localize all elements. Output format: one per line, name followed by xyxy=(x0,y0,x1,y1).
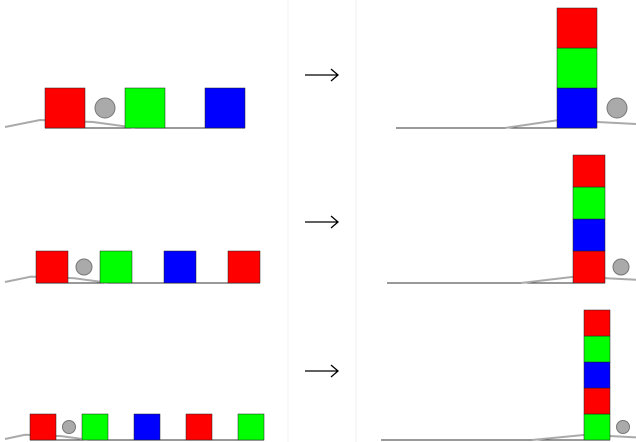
ball xyxy=(94,97,116,119)
ball xyxy=(616,420,630,434)
block xyxy=(583,413,611,441)
block xyxy=(572,186,606,220)
ball xyxy=(606,97,628,119)
arrow xyxy=(305,364,339,378)
block xyxy=(572,218,606,252)
block xyxy=(583,335,611,363)
block xyxy=(556,87,598,129)
block xyxy=(99,250,133,284)
block xyxy=(556,47,598,89)
block xyxy=(35,250,69,284)
block xyxy=(583,387,611,415)
block xyxy=(44,87,86,129)
block xyxy=(204,87,246,129)
block xyxy=(29,413,57,441)
block xyxy=(572,250,606,284)
ball xyxy=(612,258,630,276)
arrow xyxy=(305,68,339,82)
block xyxy=(583,309,611,337)
block xyxy=(572,154,606,188)
arrow xyxy=(305,215,339,229)
ball xyxy=(62,420,76,434)
ball xyxy=(75,258,93,276)
block xyxy=(227,250,261,284)
block xyxy=(163,250,197,284)
block xyxy=(583,361,611,389)
block xyxy=(556,7,598,49)
block xyxy=(124,87,166,129)
block xyxy=(237,413,265,441)
block xyxy=(133,413,161,441)
block xyxy=(185,413,213,441)
block xyxy=(81,413,109,441)
